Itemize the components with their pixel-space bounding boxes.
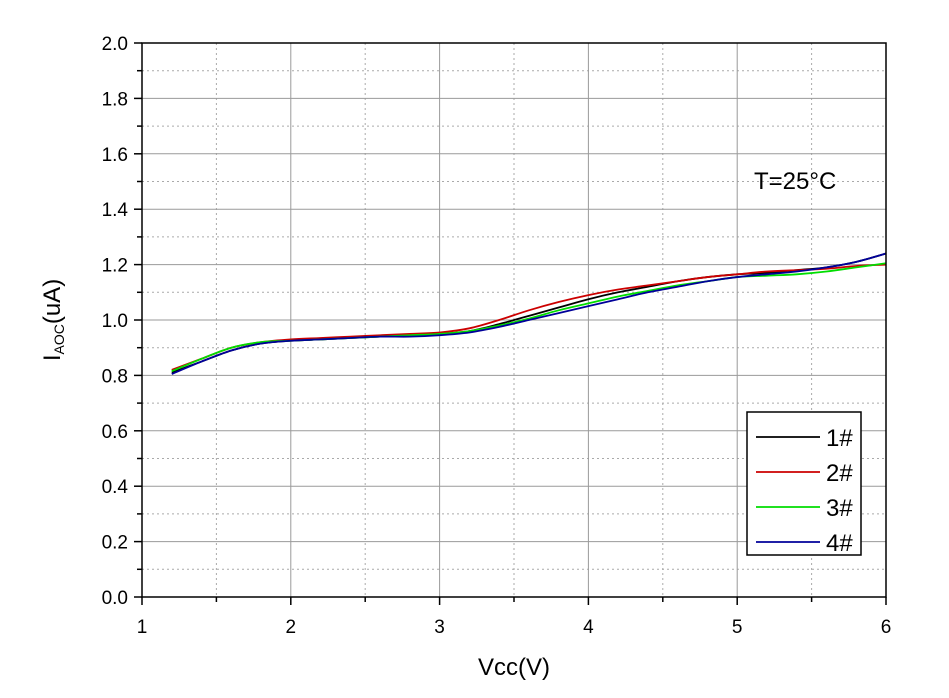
legend-box: [746, 411, 862, 556]
y-tick-label: 1.4: [102, 200, 129, 221]
y-tick-label: 0.8: [102, 366, 128, 387]
series-line-3: [171, 262, 887, 373]
legend-label-4: 4#: [826, 530, 853, 557]
series-line-4: [171, 252, 887, 375]
y-tick-labels: 0.0 0.2 0.4 0.6 0.8 1.0 1.2 1.4 1.6 1.8 2.0: [102, 34, 129, 609]
x-axis-title: Vcc(V): [478, 654, 550, 681]
series-lines: [171, 252, 887, 375]
y-axis-title-unit: (uA): [39, 279, 66, 324]
y-axis-title-main: I: [39, 355, 66, 362]
y-tick-label: 1.6: [102, 145, 128, 166]
y-tick-label: 1.2: [102, 256, 128, 277]
legend-label-2: 2#: [826, 460, 853, 487]
y-tick-label: 1.0: [102, 311, 128, 332]
x-tick-label: 5: [732, 617, 743, 638]
x-tick-label: 3: [434, 617, 445, 638]
legend-label-3: 3#: [826, 495, 853, 522]
y-tick-label: 0.0: [102, 588, 128, 609]
axis-ticks: [134, 42, 887, 605]
y-tick-label: 2.0: [102, 34, 128, 55]
legend: 1# 2# 3# 4#: [746, 411, 862, 557]
x-tick-label: 6: [881, 617, 892, 638]
y-tick-label: 0.4: [102, 477, 129, 498]
series-line-2: [171, 263, 887, 371]
y-axis-title-subscript: AOC: [51, 324, 67, 354]
y-tick-label: 0.6: [102, 422, 128, 443]
x-tick-label: 2: [286, 617, 297, 638]
y-axis-title: IAOC(uA): [39, 279, 67, 361]
x-tick-label: 1: [137, 617, 148, 638]
y-tick-label: 1.8: [102, 89, 128, 110]
x-tick-labels: 1 2 3 4 5 6: [137, 617, 892, 638]
legend-label-1: 1#: [826, 425, 853, 452]
y-tick-label: 0.2: [102, 533, 128, 554]
temperature-annotation: T=25°C: [754, 168, 836, 195]
x-tick-label: 4: [583, 617, 594, 638]
